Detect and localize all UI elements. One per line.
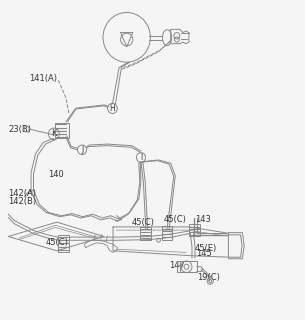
Text: 141(A): 141(A) — [30, 74, 58, 83]
Bar — [180, 261, 196, 271]
Bar — [162, 226, 172, 240]
Text: 45(C): 45(C) — [46, 238, 69, 247]
Text: 147: 147 — [169, 261, 185, 270]
Text: 143: 143 — [195, 215, 211, 224]
Text: 45(C): 45(C) — [163, 215, 186, 224]
Bar — [189, 224, 199, 236]
Text: 145: 145 — [196, 250, 212, 259]
Bar — [177, 261, 181, 272]
Bar — [58, 235, 69, 252]
Text: 142(B): 142(B) — [8, 197, 36, 206]
Text: 45(C): 45(C) — [131, 218, 154, 227]
Text: 23(B): 23(B) — [8, 125, 31, 134]
Text: H: H — [109, 104, 115, 113]
Text: 19(C): 19(C) — [197, 273, 220, 282]
Bar — [55, 123, 69, 138]
Text: 142(A): 142(A) — [8, 189, 36, 198]
Text: 45(E): 45(E) — [195, 244, 217, 253]
Text: J: J — [81, 145, 83, 154]
Bar — [140, 227, 151, 240]
Text: 140: 140 — [48, 170, 63, 179]
Text: K: K — [51, 129, 56, 138]
Text: I: I — [140, 153, 142, 162]
